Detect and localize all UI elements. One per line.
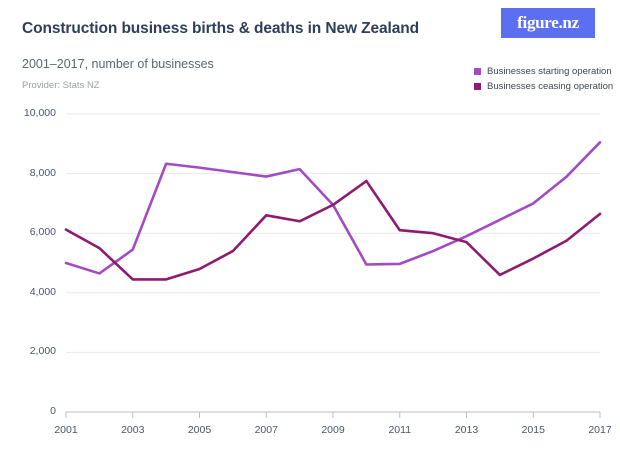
legend-swatch-starting (474, 68, 481, 75)
logo-text: figure.nz (517, 13, 579, 32)
x-axis-tick-label: 2005 (187, 424, 212, 436)
series-line-ceasing[interactable] (64, 179, 602, 281)
x-axis-tick-label: 2009 (321, 424, 345, 436)
x-axis-tick-label: 2013 (454, 424, 479, 436)
chart-subtitle: 2001–2017, number of businesses (22, 57, 214, 71)
x-axis-tick-label: 2011 (388, 424, 412, 436)
y-axis-tick-label: 10,000 (23, 107, 56, 119)
x-axis-tick-label: 2001 (54, 424, 78, 436)
legend-item-starting[interactable]: Businesses starting operation (474, 66, 614, 77)
legend-label-ceasing: Businesses ceasing operation (487, 81, 614, 92)
legend-item-ceasing[interactable]: Businesses ceasing operation (474, 81, 614, 92)
data-provider: Provider: Stats NZ (22, 80, 100, 91)
x-axis-tick-label: 2017 (588, 424, 612, 436)
y-axis-tick-label: 6,000 (29, 226, 56, 239)
y-axis-tick-label: 4,000 (29, 285, 56, 298)
y-axis-tick-label: 8,000 (29, 166, 56, 179)
figurenz-logo[interactable]: figure.nz (501, 8, 595, 38)
x-axis-tick-label: 2015 (521, 424, 545, 436)
legend-swatch-ceasing (474, 83, 481, 90)
page-title: Construction business births & deaths in… (22, 20, 419, 37)
x-axis-tick-label: 2007 (254, 424, 278, 436)
chart-legend: Businesses starting operation Businesses… (474, 66, 614, 96)
y-axis-tick-label: 2,000 (29, 345, 56, 358)
legend-label-starting: Businesses starting operation (487, 66, 612, 77)
y-axis-tick-label: 0 (50, 405, 56, 417)
series-line-starting[interactable] (64, 141, 602, 275)
x-axis-tick-label: 2003 (121, 424, 145, 436)
